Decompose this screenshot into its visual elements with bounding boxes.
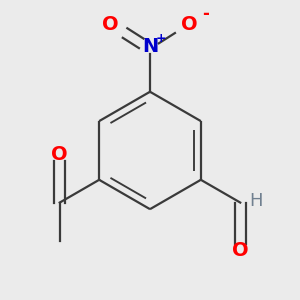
Text: +: + — [156, 32, 167, 45]
Text: N: N — [142, 37, 158, 56]
Text: O: O — [181, 15, 198, 34]
Text: O: O — [51, 145, 68, 164]
Text: H: H — [250, 192, 263, 210]
Text: -: - — [202, 5, 209, 23]
Text: O: O — [232, 242, 249, 260]
Text: O: O — [102, 15, 119, 34]
